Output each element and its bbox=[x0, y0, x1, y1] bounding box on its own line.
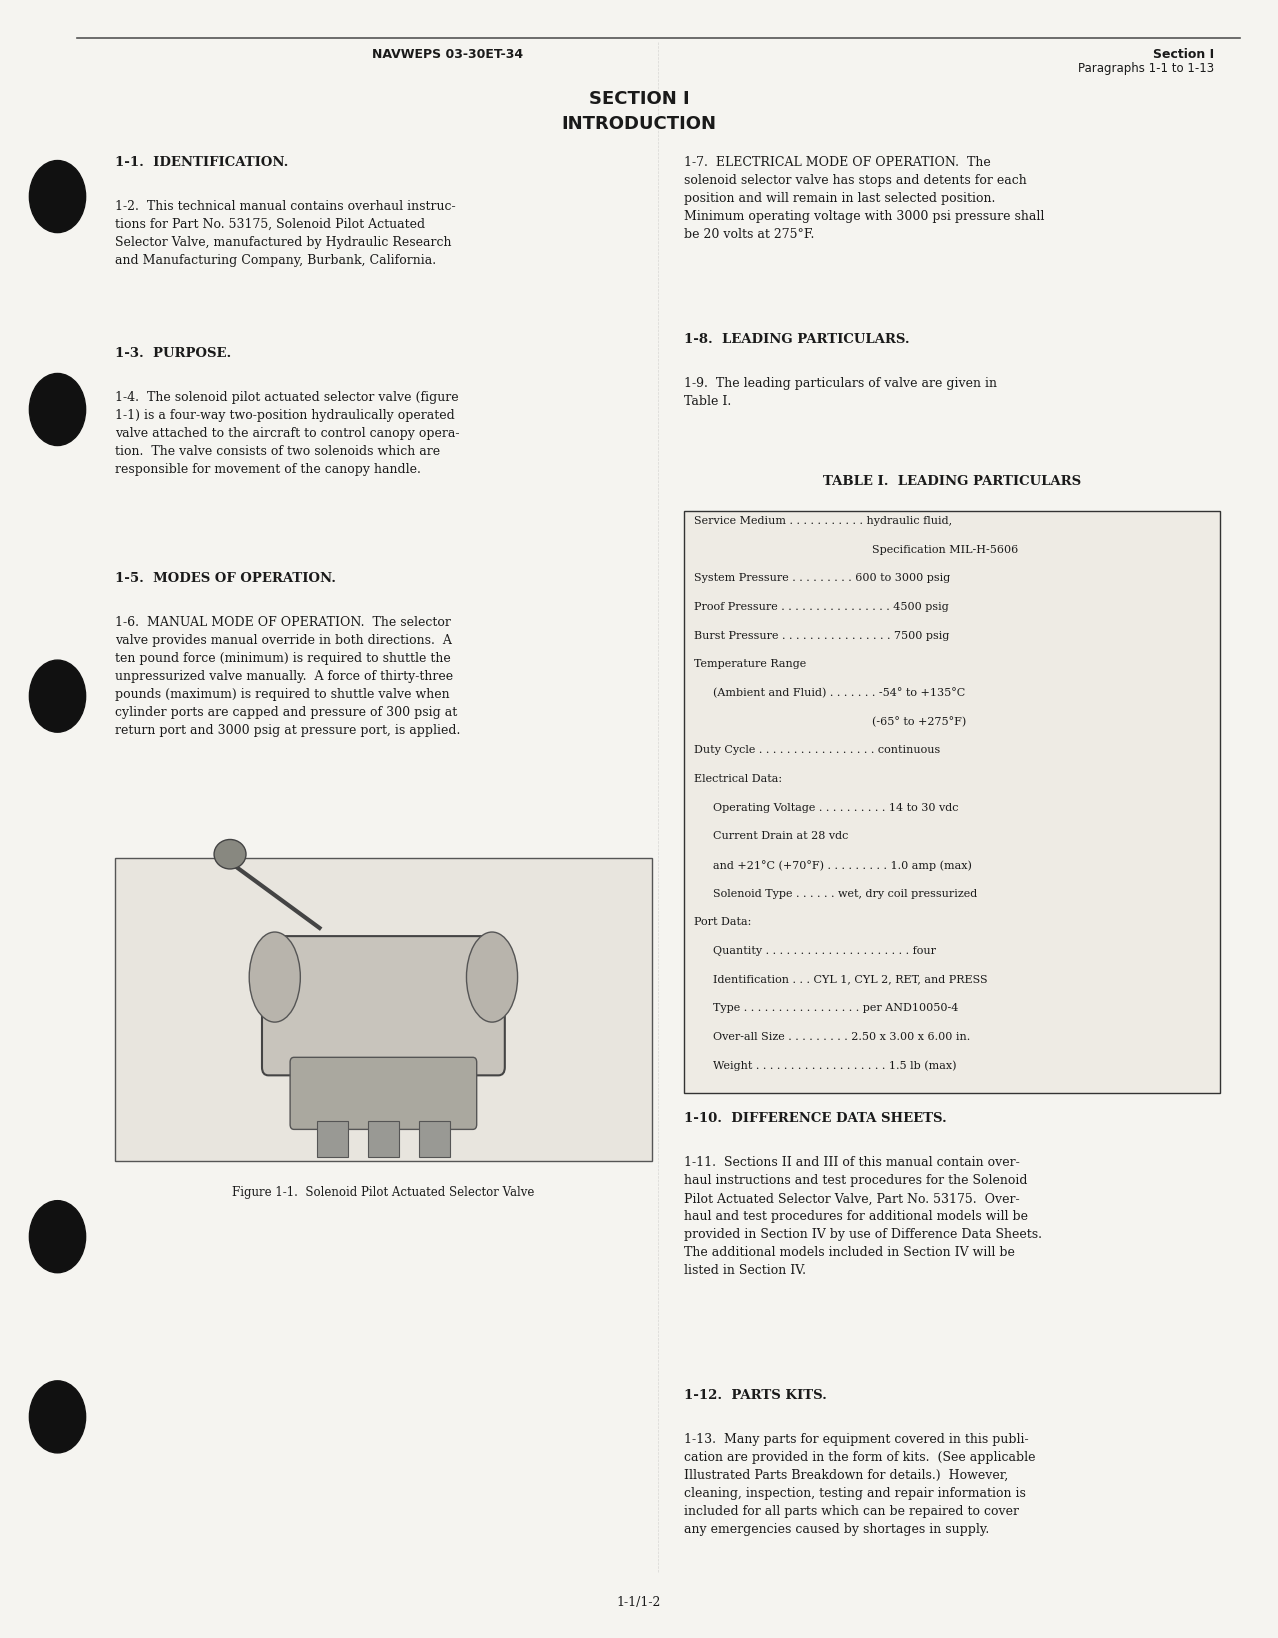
Text: 1-3.  PURPOSE.: 1-3. PURPOSE. bbox=[115, 347, 231, 360]
Text: and +21°C (+70°F) . . . . . . . . . 1.0 amp (max): and +21°C (+70°F) . . . . . . . . . 1.0 … bbox=[713, 860, 973, 871]
Text: 1-1/1-2: 1-1/1-2 bbox=[617, 1595, 661, 1609]
Circle shape bbox=[29, 660, 86, 732]
Text: Service Medium . . . . . . . . . . . hydraulic fluid,: Service Medium . . . . . . . . . . . hyd… bbox=[694, 516, 952, 526]
FancyBboxPatch shape bbox=[290, 1058, 477, 1130]
Text: 1-10.  DIFFERENCE DATA SHEETS.: 1-10. DIFFERENCE DATA SHEETS. bbox=[684, 1112, 947, 1125]
Text: Figure 1-1.  Solenoid Pilot Actuated Selector Valve: Figure 1-1. Solenoid Pilot Actuated Sele… bbox=[233, 1186, 534, 1199]
Text: Quantity . . . . . . . . . . . . . . . . . . . . . four: Quantity . . . . . . . . . . . . . . . .… bbox=[713, 947, 935, 957]
Text: Weight . . . . . . . . . . . . . . . . . . . 1.5 lb (max): Weight . . . . . . . . . . . . . . . . .… bbox=[713, 1061, 957, 1071]
Circle shape bbox=[29, 1201, 86, 1273]
Bar bbox=[684, 511, 1220, 1093]
Text: INTRODUCTION: INTRODUCTION bbox=[561, 115, 717, 133]
Ellipse shape bbox=[466, 932, 518, 1022]
Text: 1-7.  ELECTRICAL MODE OF OPERATION.  The
solenoid selector valve has stops and d: 1-7. ELECTRICAL MODE OF OPERATION. The s… bbox=[684, 156, 1044, 241]
Text: 1-5.  MODES OF OPERATION.: 1-5. MODES OF OPERATION. bbox=[115, 572, 336, 585]
Ellipse shape bbox=[215, 839, 245, 868]
Text: Type . . . . . . . . . . . . . . . . . per AND10050-4: Type . . . . . . . . . . . . . . . . . p… bbox=[713, 1002, 958, 1014]
Text: 1-4.  The solenoid pilot actuated selector valve (figure
1-1) is a four-way two-: 1-4. The solenoid pilot actuated selecto… bbox=[115, 391, 460, 477]
Circle shape bbox=[29, 1381, 86, 1453]
Text: Paragraphs 1-1 to 1-13: Paragraphs 1-1 to 1-13 bbox=[1077, 62, 1214, 75]
Text: (Ambient and Fluid) . . . . . . . -54° to +135°C: (Ambient and Fluid) . . . . . . . -54° t… bbox=[713, 688, 965, 698]
Text: TABLE I.  LEADING PARTICULARS: TABLE I. LEADING PARTICULARS bbox=[823, 475, 1081, 488]
Circle shape bbox=[29, 373, 86, 446]
Text: 1-2.  This technical manual contains overhaul instruc-
tions for Part No. 53175,: 1-2. This technical manual contains over… bbox=[115, 200, 456, 267]
Text: 1-12.  PARTS KITS.: 1-12. PARTS KITS. bbox=[684, 1389, 827, 1402]
Text: 1-13.  Many parts for equipment covered in this publi-
cation are provided in th: 1-13. Many parts for equipment covered i… bbox=[684, 1433, 1035, 1536]
Text: Solenoid Type . . . . . . wet, dry coil pressurized: Solenoid Type . . . . . . wet, dry coil … bbox=[713, 889, 978, 899]
FancyBboxPatch shape bbox=[419, 1120, 450, 1156]
Text: Over-all Size . . . . . . . . . 2.50 x 3.00 x 6.00 in.: Over-all Size . . . . . . . . . 2.50 x 3… bbox=[713, 1032, 970, 1042]
Circle shape bbox=[29, 161, 86, 233]
FancyBboxPatch shape bbox=[317, 1120, 348, 1156]
Text: Burst Pressure . . . . . . . . . . . . . . . . 7500 psig: Burst Pressure . . . . . . . . . . . . .… bbox=[694, 631, 950, 640]
Text: 1-11.  Sections II and III of this manual contain over-
haul instructions and te: 1-11. Sections II and III of this manual… bbox=[684, 1156, 1042, 1278]
Text: SECTION I: SECTION I bbox=[589, 90, 689, 108]
Ellipse shape bbox=[249, 932, 300, 1022]
Text: Current Drain at 28 vdc: Current Drain at 28 vdc bbox=[713, 832, 849, 842]
Text: 1-8.  LEADING PARTICULARS.: 1-8. LEADING PARTICULARS. bbox=[684, 333, 910, 346]
Text: 1-1.  IDENTIFICATION.: 1-1. IDENTIFICATION. bbox=[115, 156, 289, 169]
Text: 1-9.  The leading particulars of valve are given in
Table I.: 1-9. The leading particulars of valve ar… bbox=[684, 377, 997, 408]
Text: Duty Cycle . . . . . . . . . . . . . . . . . continuous: Duty Cycle . . . . . . . . . . . . . . .… bbox=[694, 745, 941, 755]
Text: NAVWEPS 03-30ET-34: NAVWEPS 03-30ET-34 bbox=[372, 48, 523, 61]
Text: Specification MIL-H-5606: Specification MIL-H-5606 bbox=[872, 544, 1017, 555]
FancyBboxPatch shape bbox=[115, 858, 652, 1161]
Text: Section I: Section I bbox=[1153, 48, 1214, 61]
Text: Operating Voltage . . . . . . . . . . 14 to 30 vdc: Operating Voltage . . . . . . . . . . 14… bbox=[713, 803, 958, 812]
Text: Identification . . . CYL 1, CYL 2, RET, and PRESS: Identification . . . CYL 1, CYL 2, RET, … bbox=[713, 975, 988, 984]
Text: Electrical Data:: Electrical Data: bbox=[694, 775, 782, 785]
Text: Port Data:: Port Data: bbox=[694, 917, 751, 927]
FancyBboxPatch shape bbox=[368, 1120, 399, 1156]
FancyBboxPatch shape bbox=[262, 935, 505, 1076]
Text: System Pressure . . . . . . . . . 600 to 3000 psig: System Pressure . . . . . . . . . 600 to… bbox=[694, 573, 951, 583]
Text: Temperature Range: Temperature Range bbox=[694, 660, 806, 670]
Text: Proof Pressure . . . . . . . . . . . . . . . . 4500 psig: Proof Pressure . . . . . . . . . . . . .… bbox=[694, 603, 948, 613]
Text: 1-6.  MANUAL MODE OF OPERATION.  The selector
valve provides manual override in : 1-6. MANUAL MODE OF OPERATION. The selec… bbox=[115, 616, 460, 737]
Text: (-65° to +275°F): (-65° to +275°F) bbox=[872, 717, 966, 727]
